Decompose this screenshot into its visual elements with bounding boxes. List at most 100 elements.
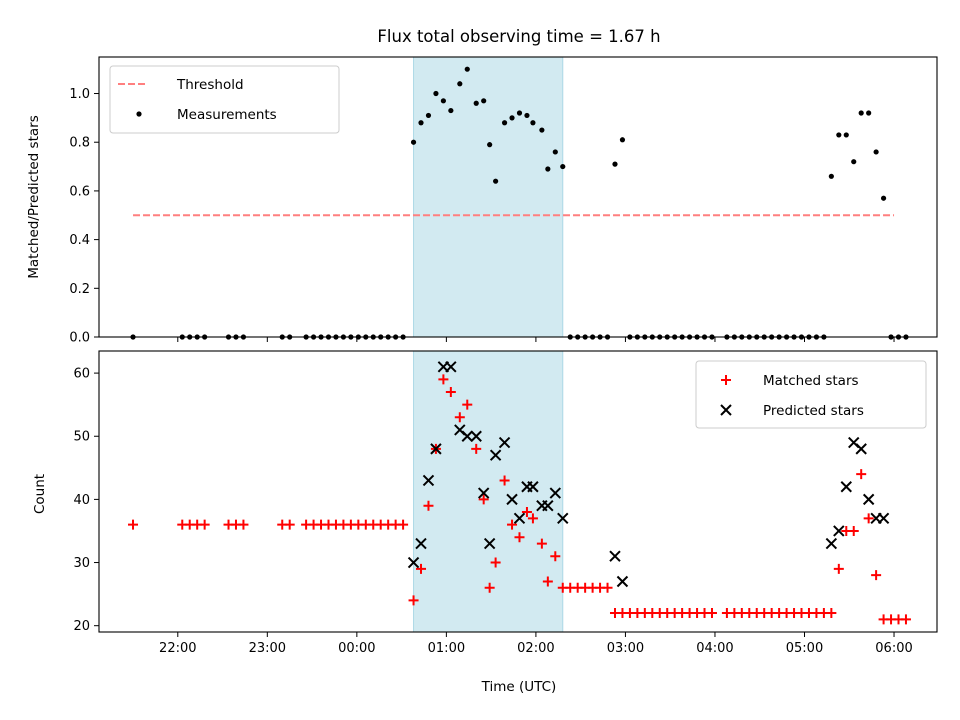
matched-star-point (478, 494, 489, 505)
predicted-star-point (862, 493, 875, 506)
top-y-tick-label: 0.4 (69, 233, 90, 248)
legend-predicted-swatch (720, 404, 732, 416)
x-axis-label: Time (UTC) (481, 679, 557, 695)
matched-star-point (856, 469, 867, 480)
matched-star-point (454, 412, 465, 423)
predicted-star-point (513, 512, 526, 525)
legend-label-predicted: Predicted stars (763, 403, 864, 419)
predicted-star-point (825, 537, 838, 550)
matched-star-point (199, 519, 210, 530)
measurement-point (524, 112, 530, 119)
count-panel: 20 30 40 50 60 22:00 23:00 00:00 01:00 02:00 03:00… (73, 350, 938, 656)
x-tick-label: 03:00 (607, 641, 644, 656)
measurement-point (836, 132, 842, 138)
measurement-point (873, 149, 879, 155)
measurement-point (425, 112, 432, 119)
bottom-y-tick-label: 40 (73, 493, 90, 508)
top-y-axis-label: Matched/Predicted stars (26, 115, 42, 278)
predicted-star-point (477, 487, 490, 499)
matched-star-point (423, 500, 434, 511)
matched-star-point (490, 557, 501, 568)
top-y-tick-label: 0.0 (69, 331, 90, 346)
measurement-point (612, 161, 618, 167)
predicted-star-point (430, 443, 442, 455)
bottom-highlight-span (413, 350, 564, 633)
x-tick-label: 06:00 (875, 641, 912, 656)
matched-star-point (848, 525, 859, 536)
x-tick-label: 04:00 (696, 641, 733, 656)
predicted-star-point (616, 575, 629, 588)
legend-label-threshold: Threshold (176, 77, 244, 93)
matched-star-point (445, 387, 456, 398)
predicted-star-point (833, 525, 845, 537)
measurement-point (843, 132, 849, 138)
measurement-point (457, 81, 463, 87)
ratio-panel: 0.0 0.2 0.4 0.6 0.8 1.0 Threshold Measurements (69, 56, 938, 346)
measurement-point (552, 149, 558, 155)
measurement-point (516, 110, 523, 116)
predicted-star-point (489, 449, 502, 461)
measurement-point (418, 120, 424, 126)
measurement-point (487, 142, 493, 148)
measurement-point (880, 195, 887, 201)
measurement-point (410, 139, 417, 145)
predicted-star-point (855, 443, 867, 455)
matched-star-point (398, 519, 409, 530)
predicted-star-point (877, 512, 890, 525)
predicted-star-point (527, 481, 539, 493)
legend-measurement-swatch (136, 111, 142, 117)
measurement-point (619, 137, 626, 143)
top-legend-box (109, 65, 340, 134)
measurement-point (448, 107, 454, 114)
matched-star-point (499, 475, 510, 486)
bottom-plot-frame (98, 350, 938, 633)
measurement-point (530, 120, 536, 126)
top-y-tick-label: 0.6 (69, 184, 90, 199)
legend-matched-swatch (721, 375, 731, 385)
measurement-point (858, 110, 864, 116)
measurement-point (481, 98, 487, 104)
x-tick-label: 05:00 (786, 641, 823, 656)
top-y-tick-label: 0.8 (69, 136, 90, 151)
bottom-y-tick-label: 30 (73, 556, 90, 571)
measurement-point (828, 173, 834, 179)
matched-star-point (284, 519, 295, 530)
predicted-star-point (498, 436, 511, 449)
matched-star-point (462, 399, 473, 410)
matched-star-point (408, 595, 419, 606)
predicted-star-point (549, 487, 562, 499)
matched-star-point (128, 519, 139, 530)
top-highlight-span (413, 56, 564, 338)
measurement-point (509, 115, 515, 121)
predicted-star-point (609, 550, 621, 562)
matched-star-point (550, 551, 561, 562)
matched-star-point (471, 443, 482, 454)
predicted-star-point (483, 537, 496, 550)
matched-star-point (900, 614, 911, 625)
chart-title: Flux total observing time = 1.67 h (377, 27, 660, 46)
predicted-star-point (470, 430, 482, 442)
top-y-tick-label: 1.0 (69, 87, 90, 102)
measurement-point (539, 127, 545, 133)
measurement-point (560, 163, 566, 170)
matched-star-point (542, 576, 553, 587)
predicted-star-point (840, 481, 852, 493)
legend-label-measurements: Measurements (177, 107, 277, 123)
bottom-legend-box (695, 360, 927, 429)
bottom-y-tick-label: 20 (73, 619, 90, 634)
measurement-point (433, 90, 439, 97)
predicted-star-point (506, 493, 518, 506)
matched-star-point (527, 513, 538, 524)
legend-label-matched: Matched stars (763, 373, 859, 389)
x-tick-label: 22:00 (159, 641, 196, 656)
predicted-star-point (445, 361, 457, 373)
matched-star-point (706, 608, 717, 619)
measurement-point (464, 66, 470, 72)
predicted-star-point (461, 430, 473, 442)
matched-star-point (484, 582, 495, 593)
predicted-star-point (557, 512, 569, 525)
matched-star-point (416, 563, 427, 574)
measurement-point (851, 159, 857, 165)
matched-star-point (514, 532, 525, 543)
